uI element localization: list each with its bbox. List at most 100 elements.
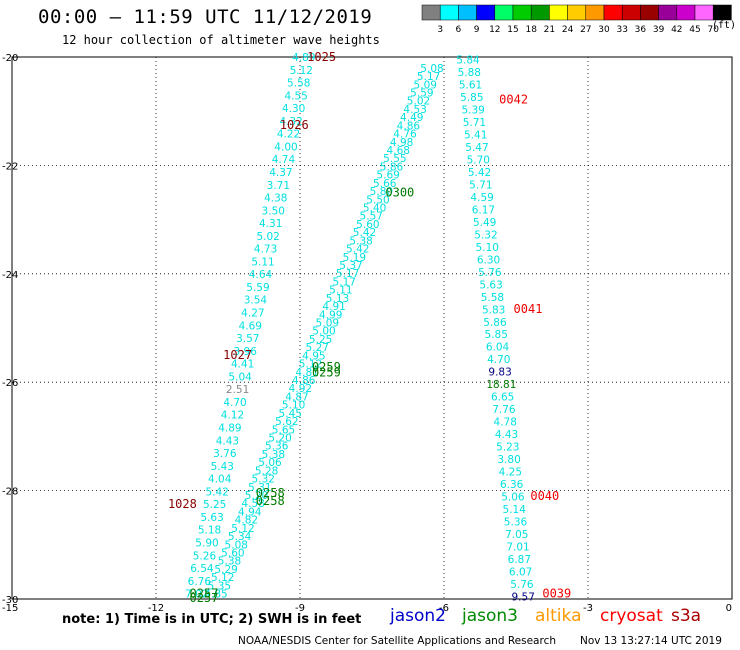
wave-height-value-middle: 5.35: [208, 580, 231, 592]
pass-time-label: 0257: [190, 591, 219, 605]
wave-height-value-right: 5.36: [504, 516, 528, 528]
wave-height-value-middle: 5.80: [370, 186, 393, 198]
wave-height-value-right: 5.58: [481, 292, 504, 304]
wave-height-value-middle: 5.32: [252, 474, 275, 486]
wave-height-value-middle: 5.50: [366, 194, 389, 206]
pass-time-label: 1026: [280, 118, 309, 132]
wave-height-value-middle: 5.69: [376, 170, 399, 182]
wave-height-value-left: 3.54: [244, 295, 268, 307]
wave-height-value-middle: 5.86: [380, 161, 404, 173]
wave-height-value-middle: 4.76: [393, 129, 417, 141]
legend-tick-label: 15: [507, 25, 518, 35]
wave-height-value-middle: 5.38: [218, 556, 241, 568]
pass-time-label: 0042: [499, 92, 528, 106]
wave-height-value-right: 5.10: [476, 242, 499, 254]
wave-height-value-middle: 4.92: [289, 383, 312, 395]
wave-height-value-middle: 4.86: [292, 375, 316, 387]
wave-height-value-right: 7.76: [492, 404, 516, 416]
wave-height-value-left: 3.50: [262, 205, 285, 217]
wave-height-value-middle: 5.60: [356, 219, 379, 231]
wave-height-value-right: 5.86: [483, 317, 507, 329]
wave-height-value-left: 5.11: [251, 256, 274, 268]
wave-height-value-right: 6.65: [491, 392, 514, 404]
longitude-tick-label: 0: [726, 603, 732, 614]
wave-height-value-middle: 5.60: [221, 548, 244, 560]
legend-tick-label: 45: [689, 25, 700, 35]
legend-tick-label: 30: [598, 25, 610, 35]
wave-height-value-middle: 5.57: [360, 211, 383, 223]
wave-height-value-left: 4.64: [249, 269, 273, 281]
wave-height-value-middle: 5.02: [407, 96, 430, 108]
longitude-tick-label: -6: [439, 603, 449, 614]
wave-height-value-left: 4.31: [259, 218, 282, 230]
wave-height-value-left: 5.26: [193, 550, 217, 562]
wave-height-value-middle: 5.20: [245, 490, 268, 502]
wave-height-value-left: 5.42: [205, 486, 228, 498]
wave-height-value-middle: 5.29: [214, 564, 237, 576]
wave-height-value-middle: 5.34: [228, 531, 252, 543]
wave-height-value-right: 6.30: [477, 254, 500, 266]
wave-height-value-middle: 5.17: [417, 71, 440, 83]
satellite-jason3-label: jason3: [462, 606, 518, 626]
pass-time-label: 0258: [256, 494, 285, 508]
wave-height-value-right: 5.76: [478, 267, 502, 279]
wave-height-value-middle: 5.37: [339, 260, 362, 272]
wave-height-value-right: 4.25: [499, 467, 522, 479]
wave-height-value-middle: 5.38: [349, 235, 372, 247]
wave-height-value-right: 5.32: [474, 229, 497, 241]
pass-time-label: 1025: [307, 50, 336, 64]
wave-height-value-right: 5.85: [460, 92, 483, 104]
wave-height-value-middle: 5.08: [420, 63, 443, 75]
wave-height-value-left: 3.96: [234, 346, 258, 358]
page-title: 00:00 – 11:59 UTC 11/12/2019: [38, 6, 373, 28]
wave-height-value-right: 3.80: [497, 454, 520, 466]
wave-height-value-right: 7.01: [506, 541, 529, 553]
wave-height-value-middle: 4.68: [387, 145, 410, 157]
wave-height-value-right: 6.04: [486, 342, 510, 354]
legend-tick-label: 42: [671, 25, 682, 35]
pass-time-label: 0258: [256, 486, 285, 500]
wave-height-value-middle: 4.91: [322, 301, 345, 313]
wave-height-value-left: 4.38: [264, 193, 287, 205]
wave-height-value-middle: 5.08: [225, 539, 248, 551]
wave-height-value-left: 4.12: [221, 410, 244, 422]
wave-height-value-left: 4.27: [241, 308, 264, 320]
wave-height-value-left: 4.89: [292, 52, 315, 64]
generated-timestamp: Nov 13 13:27:14 UTC 2019: [580, 635, 722, 647]
wave-height-value-right: 5.76: [510, 579, 534, 591]
wave-height-value-left: 4.70: [223, 397, 246, 409]
wave-height-value-middle: 4.94: [238, 506, 262, 518]
satellite-cryosat-label: cryosat: [600, 606, 663, 626]
wave-height-value-right: 6.17: [472, 204, 495, 216]
legend-tick-label: 33: [616, 25, 627, 35]
wave-height-value-right: 5.63: [479, 279, 502, 291]
longitude-tick-label: -15: [2, 603, 18, 614]
satellite-s3a-label: s3a: [671, 606, 702, 626]
pass-time-label: 0259: [312, 365, 341, 379]
wave-height-value-middle: 5.42: [353, 227, 376, 239]
wave-height-value-left: 4.74: [272, 154, 296, 166]
latitude-tick-label: -30: [2, 595, 18, 606]
wave-height-value-left: 4.30: [282, 103, 305, 115]
satellite-jason2-label: jason2: [390, 606, 446, 626]
longitude-tick-label: -3: [583, 603, 593, 614]
wave-height-value-right: 4.78: [494, 417, 517, 429]
legend-tick-label: 36: [635, 25, 647, 35]
wave-height-value-left: 5.18: [198, 525, 221, 537]
pass-time-label: 0041: [514, 302, 543, 316]
wave-height-value-middle: 4.98: [390, 137, 413, 149]
legend-tick-label: 18: [525, 25, 537, 35]
pass-time-label: 1027: [223, 348, 252, 362]
wave-height-value-middle: 5.27: [306, 342, 329, 354]
pass-time-label: 0300: [385, 186, 414, 200]
footer-note: note: 1) Time is in UTC; 2) SWH is in fe…: [62, 612, 362, 627]
wave-height-value-middle: 4.95: [302, 350, 325, 362]
legend-swatch: [712, 4, 732, 21]
wave-height-value-middle: 5.40: [363, 202, 386, 214]
legend-tick-label: 3: [437, 25, 443, 35]
credit-line: NOAA/NESDIS Center for Satellite Applica…: [238, 635, 556, 647]
wave-height-value-left: 5.25: [203, 499, 226, 511]
pass-time-label: 0039: [542, 587, 571, 601]
wave-height-value-left: 2.51: [226, 384, 249, 396]
pass-time-label: 0040: [530, 489, 559, 503]
